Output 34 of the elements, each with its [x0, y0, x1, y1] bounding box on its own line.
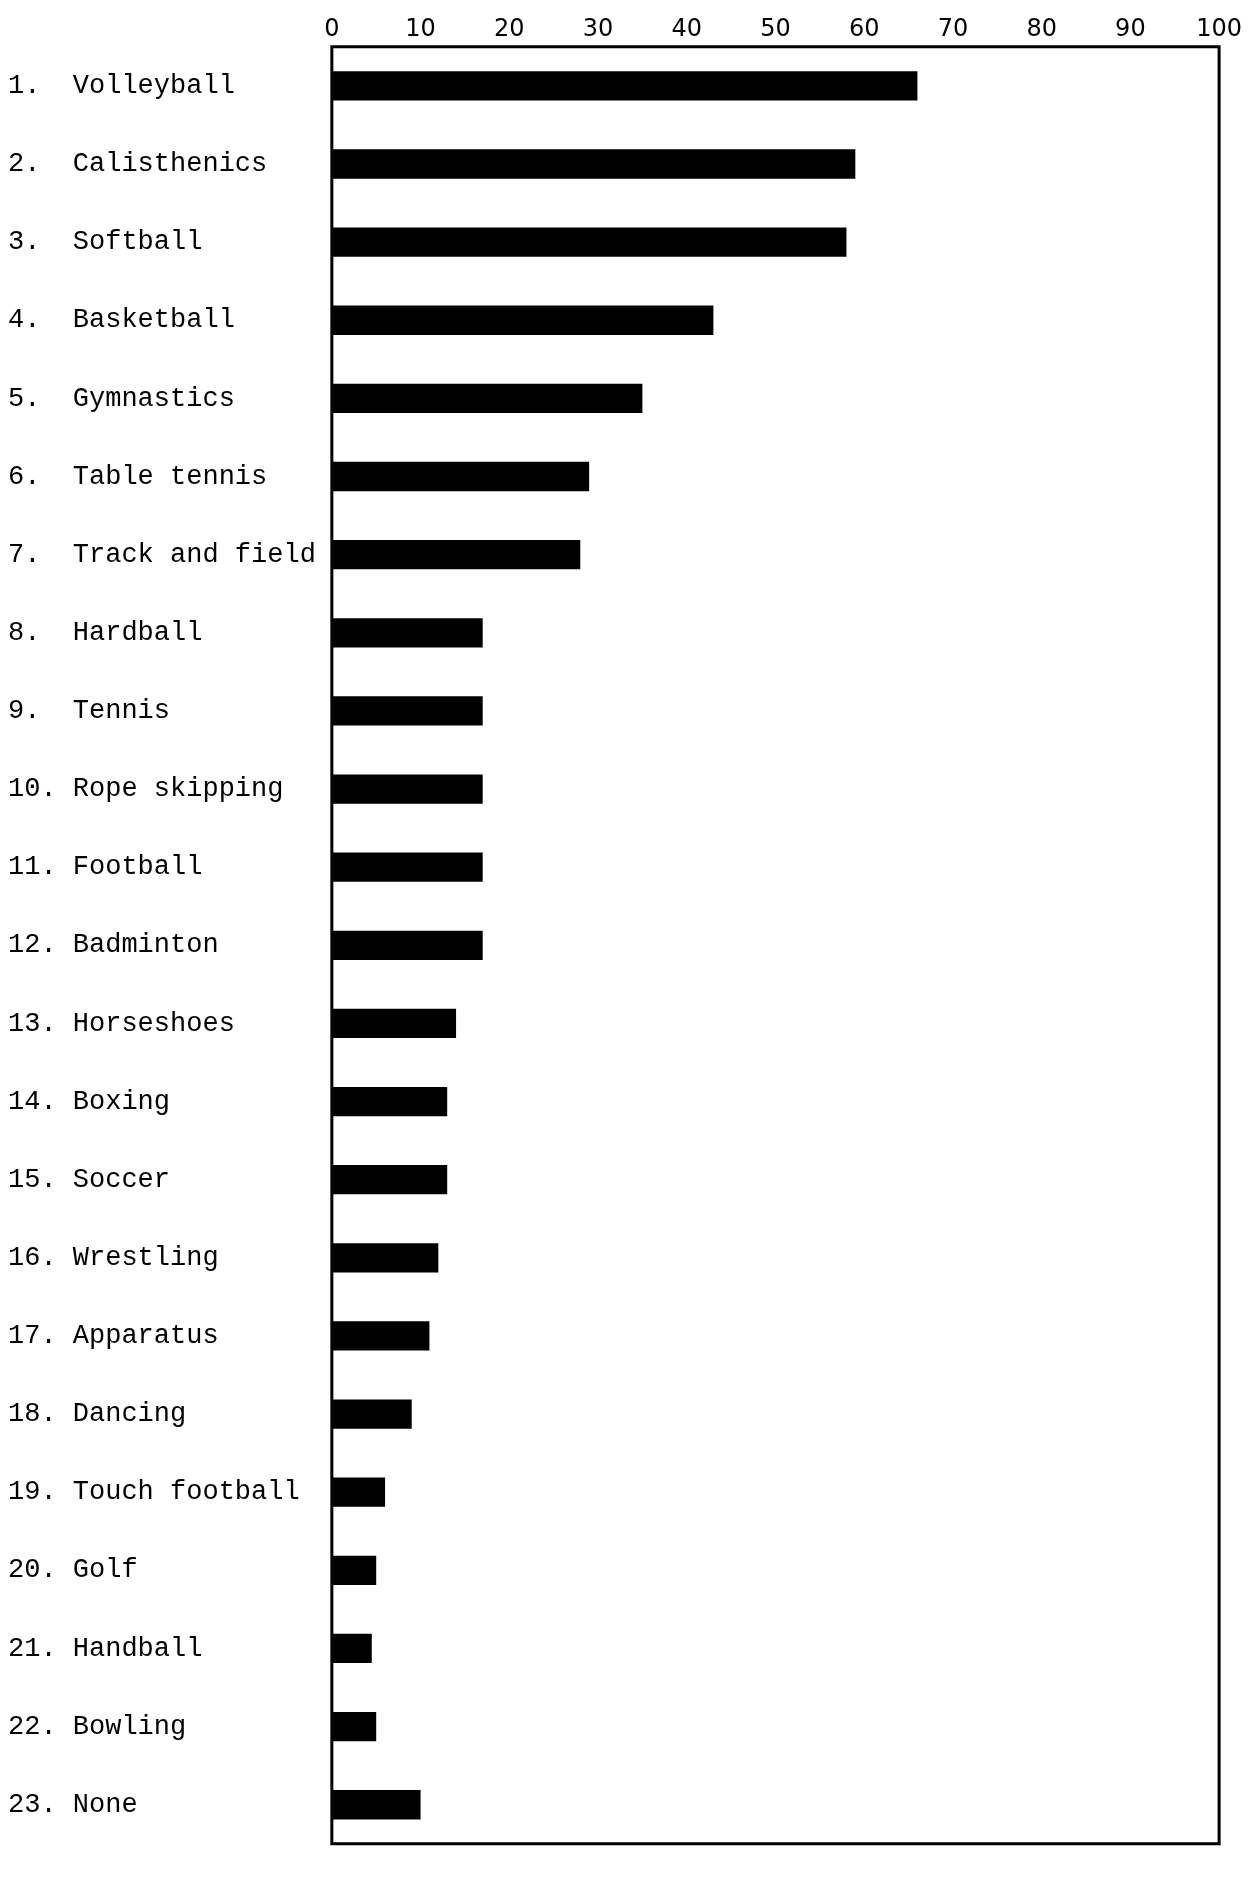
y-tick-label: 16. Wrestling: [8, 1242, 219, 1273]
y-tick-label: 11. Football: [8, 852, 203, 883]
x-tick-label: 70: [937, 13, 969, 42]
x-tick-label: 50: [760, 13, 791, 42]
y-tick-label: 23. None: [8, 1789, 138, 1820]
y-tick-label: 7. Track and field: [8, 539, 316, 570]
x-tick-label: 10: [405, 13, 436, 42]
x-tick-label: 80: [1026, 13, 1057, 42]
y-tick-label: 22. Bowling: [8, 1711, 187, 1742]
x-tick-label: 90: [1115, 13, 1146, 42]
y-tick-label: 19. Touch football: [8, 1477, 300, 1508]
y-tick-label: 21. Handball: [8, 1633, 203, 1664]
y-tick-label: 10. Rope skipping: [8, 774, 284, 805]
y-tick-label: 6. Table tennis: [8, 461, 268, 492]
y-tick-label: 20. Golf: [8, 1555, 138, 1586]
y-tick-label: 9. Tennis: [8, 696, 171, 727]
y-tick-label: 15. Soccer: [8, 1164, 171, 1195]
x-tick-label: 40: [671, 13, 703, 42]
x-tick-label: 0: [324, 13, 340, 42]
y-tick-label: 14. Boxing: [8, 1086, 171, 1117]
y-tick-label: 12. Badminton: [8, 930, 219, 961]
y-tick-label: 17. Apparatus: [8, 1321, 219, 1352]
y-tick-label: 8. Hardball: [8, 617, 203, 648]
x-tick-label: 100: [1196, 13, 1242, 42]
y-tick-label: 2. Calisthenics: [8, 149, 268, 180]
y-tick-label: 1. Volleyball: [8, 71, 235, 102]
y-tick-label: 3. Softball: [8, 227, 203, 258]
y-tick-label: 18. Dancing: [8, 1399, 187, 1430]
y-tick-label: 13. Horseshoes: [8, 1008, 235, 1039]
x-tick-label: 20: [494, 13, 525, 42]
x-tick-label: 60: [848, 13, 880, 42]
x-tick-label: 30: [582, 13, 614, 42]
y-tick-label: 5. Gymnastics: [8, 383, 235, 414]
y-tick-label: 4. Basketball: [8, 305, 235, 336]
